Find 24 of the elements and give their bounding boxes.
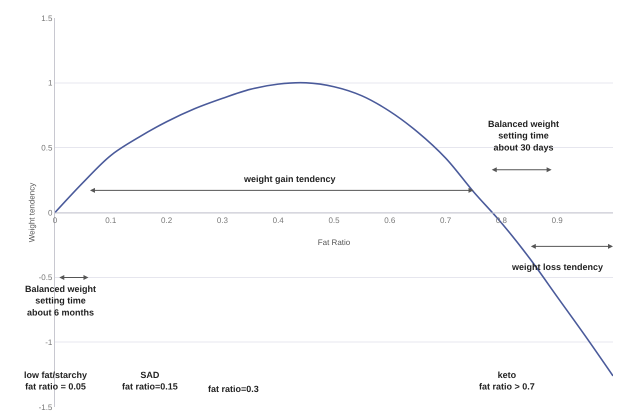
x-tick-label: 0.1 (105, 216, 117, 226)
x-tick-label: 0.4 (272, 216, 284, 226)
y-tick-label: -1.5 (38, 402, 53, 412)
y-tick-label: -0.5 (38, 273, 53, 282)
x-tick-label: 0.6 (384, 216, 396, 226)
x-tick-label: 0.5 (328, 216, 340, 226)
annotation: SAD fat ratio=0.15 (122, 370, 178, 392)
x-tick-label: 0.9 (552, 216, 564, 226)
y-tick-label: 1 (48, 78, 53, 88)
y-tick-label: 0 (48, 208, 53, 218)
annotation: low fat/starchy fat ratio = 0.05 (24, 370, 88, 392)
annotation: Balanced weight setting time about 6 months (25, 284, 96, 318)
x-axis-title: Fat Ratio (318, 238, 351, 248)
y-tick-label: 1.5 (41, 14, 53, 23)
x-tick-label: 0.3 (216, 216, 229, 226)
y-tick-label: -1 (45, 338, 53, 347)
x-tick-label: 0.7 (440, 216, 452, 226)
annotation: fat ratio=0.3 (208, 384, 259, 394)
y-axis-title: Weight tendency (27, 182, 36, 242)
y-tick-label: 0.5 (41, 143, 53, 152)
annotation: Balanced weight setting time about 30 days (488, 119, 560, 152)
annotation: keto fat ratio > 0.7 (479, 370, 535, 392)
x-tick-label: 0.2 (161, 216, 173, 226)
annotation: weight gain tendency (243, 174, 336, 184)
